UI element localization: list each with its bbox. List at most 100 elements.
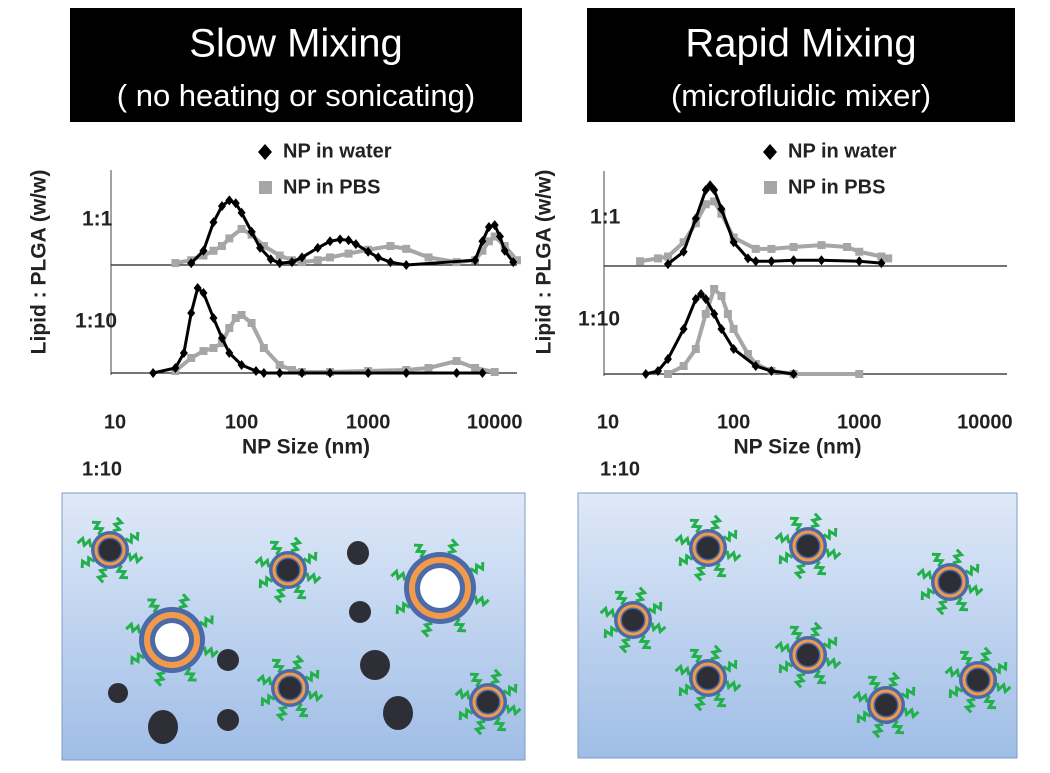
legend-marker [259, 181, 272, 194]
x-tick-label: 10 [104, 411, 126, 433]
plga-core [279, 677, 301, 699]
peg-chain [95, 567, 109, 584]
peg-chain [900, 686, 916, 700]
peg-chain [302, 551, 318, 565]
peg-chain [793, 563, 807, 580]
peg-chain [813, 560, 827, 576]
peg-chain [473, 594, 490, 608]
marker [326, 368, 335, 378]
marker [297, 252, 306, 263]
peg-chain [453, 617, 467, 633]
marker [326, 236, 335, 247]
lipid-ring [870, 689, 902, 721]
peg-chain [813, 669, 827, 685]
peg-chain [887, 671, 901, 688]
liposome-core [420, 568, 460, 608]
marker [490, 220, 499, 231]
lipid-ring [617, 604, 649, 636]
chart-title: Rapid Mixing [685, 22, 916, 66]
marker [256, 242, 265, 253]
marker [275, 368, 284, 378]
marker [877, 252, 886, 261]
peg-chain [891, 719, 905, 735]
peg-chain [258, 575, 274, 589]
marker [789, 243, 798, 251]
marker [344, 249, 353, 258]
marker [478, 236, 487, 247]
plga-particle [217, 709, 239, 731]
marker [679, 246, 688, 257]
marker [710, 285, 719, 293]
marker [259, 368, 268, 378]
peg-chain [469, 561, 485, 575]
marker [149, 368, 158, 378]
peg-chain [124, 531, 140, 545]
marker [484, 222, 493, 232]
panel-label: 1:1 [590, 206, 621, 229]
marker [710, 185, 719, 195]
marker [679, 362, 688, 370]
lipid-ring [692, 662, 724, 694]
marker [193, 283, 202, 293]
lipid-ring [144, 612, 200, 668]
marker [843, 243, 852, 251]
peg-chain [603, 625, 619, 639]
plga-core [277, 559, 299, 581]
peg-chain [713, 562, 727, 578]
peg-chain [920, 587, 936, 601]
marker [663, 252, 672, 261]
marker [237, 311, 246, 319]
marker [231, 198, 240, 209]
marker [364, 246, 373, 257]
marker [701, 294, 710, 304]
marker [743, 350, 752, 358]
peg-chain [955, 596, 969, 612]
plga-particle [217, 649, 239, 671]
peg-chain [789, 516, 803, 532]
schematic [76, 512, 1012, 744]
peg-chain [674, 533, 691, 547]
peg-chain [275, 705, 289, 722]
marker [653, 254, 662, 263]
peg-chain [809, 512, 823, 529]
marker [402, 260, 411, 270]
lipid-ring [792, 530, 824, 562]
x-tick-label: 100 [225, 411, 258, 433]
marker [187, 308, 196, 318]
marker [179, 348, 188, 358]
marker [237, 224, 246, 233]
peg-chain [638, 634, 652, 650]
marker [767, 256, 776, 267]
marker [478, 368, 487, 378]
peg-chain [76, 535, 93, 549]
peg-chain [446, 538, 460, 555]
marker [471, 364, 480, 372]
marker [679, 324, 688, 334]
peg-chain [80, 555, 96, 569]
marker [251, 366, 260, 376]
marker [490, 232, 499, 241]
marker [751, 256, 760, 267]
peg-chain [903, 706, 920, 720]
peg-chain [689, 648, 703, 664]
plga-core [99, 539, 121, 561]
peg-chain [493, 716, 507, 732]
peg-chain [307, 689, 324, 703]
marker [275, 258, 284, 269]
peg-chain [789, 625, 803, 641]
peg-chain [293, 584, 307, 600]
peg-chain [793, 672, 807, 689]
peg-chain [856, 710, 872, 724]
marker [855, 247, 864, 256]
peg-chain [111, 516, 125, 533]
marker [209, 344, 218, 352]
marker [701, 185, 710, 195]
peg-chain [127, 551, 144, 565]
marker [478, 246, 487, 255]
marker [287, 257, 296, 268]
peg-chain [725, 679, 742, 693]
peg-chain [269, 540, 283, 556]
marker [855, 370, 864, 378]
plga-core [622, 609, 644, 631]
